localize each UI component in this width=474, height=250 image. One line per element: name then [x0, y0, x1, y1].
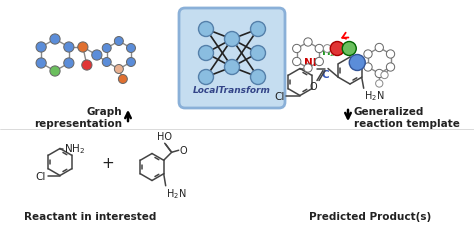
Circle shape	[82, 61, 92, 71]
Circle shape	[225, 60, 239, 75]
Text: LocalTransform: LocalTransform	[193, 86, 271, 94]
Circle shape	[250, 22, 265, 37]
Circle shape	[199, 22, 213, 37]
Text: HO: HO	[157, 132, 172, 142]
Circle shape	[199, 70, 213, 85]
Circle shape	[375, 80, 383, 88]
FancyBboxPatch shape	[179, 9, 285, 108]
Circle shape	[375, 44, 383, 52]
Text: H$_2$N: H$_2$N	[166, 186, 186, 200]
Text: C: C	[321, 70, 329, 80]
Circle shape	[78, 43, 88, 53]
Circle shape	[292, 58, 301, 66]
Circle shape	[386, 64, 395, 72]
Circle shape	[250, 46, 265, 61]
Circle shape	[64, 59, 74, 69]
Circle shape	[364, 51, 372, 59]
Text: Graph
representation: Graph representation	[34, 106, 122, 128]
Circle shape	[349, 55, 365, 71]
Circle shape	[250, 70, 265, 85]
Circle shape	[315, 45, 323, 54]
Circle shape	[386, 51, 395, 59]
Circle shape	[375, 70, 383, 78]
Text: O: O	[180, 146, 187, 156]
Circle shape	[364, 64, 372, 72]
Text: +: +	[101, 155, 114, 170]
Circle shape	[127, 58, 136, 67]
Text: Reactant in interested: Reactant in interested	[24, 211, 156, 221]
Circle shape	[330, 42, 344, 56]
Circle shape	[342, 42, 356, 56]
Circle shape	[127, 44, 136, 53]
Circle shape	[36, 43, 46, 53]
Circle shape	[323, 46, 331, 53]
Circle shape	[118, 75, 128, 84]
Circle shape	[64, 43, 74, 53]
Circle shape	[199, 46, 213, 61]
Text: Cl: Cl	[274, 91, 285, 101]
Circle shape	[102, 58, 111, 67]
Circle shape	[225, 32, 239, 47]
Circle shape	[114, 65, 123, 74]
Circle shape	[102, 44, 111, 53]
Text: Generalized
reaction template: Generalized reaction template	[354, 106, 460, 128]
Text: O: O	[310, 82, 317, 92]
Text: H$_2$O: H$_2$O	[321, 46, 345, 59]
Circle shape	[304, 64, 312, 73]
Circle shape	[50, 35, 60, 45]
Text: NH$_2$: NH$_2$	[64, 142, 85, 156]
Text: Predicted Product(s): Predicted Product(s)	[309, 211, 431, 221]
Circle shape	[292, 45, 301, 54]
Circle shape	[92, 51, 102, 61]
Circle shape	[114, 37, 123, 46]
Circle shape	[304, 39, 312, 47]
Text: NH: NH	[304, 58, 321, 68]
Circle shape	[50, 66, 60, 77]
Circle shape	[36, 59, 46, 69]
Circle shape	[381, 72, 388, 79]
Text: Cl: Cl	[36, 171, 46, 181]
Circle shape	[315, 58, 323, 66]
Text: H$_2$N: H$_2$N	[364, 89, 384, 103]
